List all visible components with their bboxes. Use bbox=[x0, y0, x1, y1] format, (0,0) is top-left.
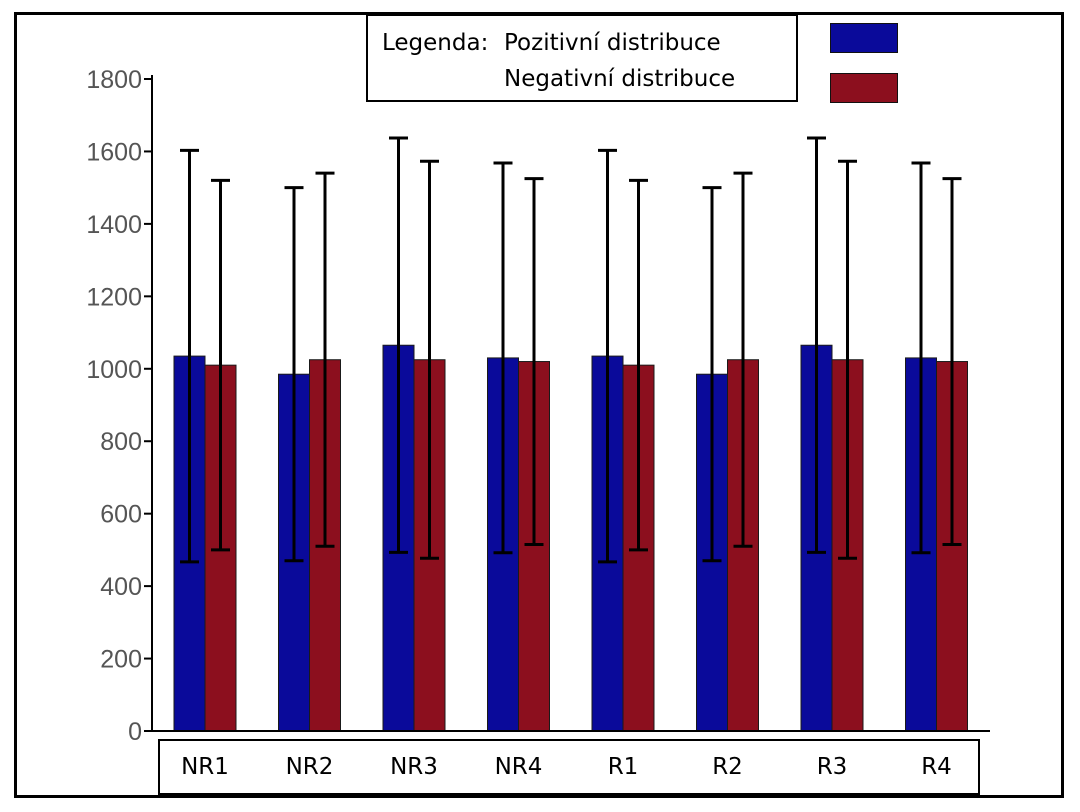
legend-label-positive: Pozitivní distribuce bbox=[504, 30, 721, 56]
x-tick-label-r1: R1 bbox=[607, 754, 639, 780]
y-tick-label-200: 200 bbox=[100, 646, 142, 674]
x-tick-label-nr3: NR3 bbox=[390, 754, 438, 780]
x-tick-label-r4: R4 bbox=[921, 754, 952, 780]
legend-swatch-negative bbox=[830, 73, 898, 103]
legend-label-negative: Negativní distribuce bbox=[504, 66, 736, 92]
figure-frame bbox=[14, 12, 1064, 798]
y-tick-label-0: 0 bbox=[128, 718, 142, 746]
y-tick-label-1200: 1200 bbox=[86, 283, 142, 311]
x-tick-label-r2: R2 bbox=[712, 754, 743, 780]
x-tick-label-nr2: NR2 bbox=[285, 754, 334, 780]
x-tick-label-r3: R3 bbox=[816, 754, 848, 780]
legend-box: Legenda: Pozitivní distribuce Negativní … bbox=[366, 14, 798, 102]
y-tick-label-1000: 1000 bbox=[86, 356, 142, 384]
y-tick-label-600: 600 bbox=[100, 501, 142, 529]
y-tick-label-1400: 1400 bbox=[86, 211, 142, 239]
x-tick-label-nr1: NR1 bbox=[181, 754, 229, 780]
x-axis-label-box bbox=[158, 739, 980, 795]
y-tick-label-1800: 1800 bbox=[86, 66, 142, 94]
y-tick-label-400: 400 bbox=[100, 573, 142, 601]
x-tick-label-nr4: NR4 bbox=[494, 754, 543, 780]
legend-swatch-positive bbox=[830, 23, 898, 53]
y-tick-label-1600: 1600 bbox=[86, 138, 142, 166]
y-tick-label-800: 800 bbox=[100, 428, 142, 456]
legend-title: Legenda: bbox=[382, 30, 489, 56]
